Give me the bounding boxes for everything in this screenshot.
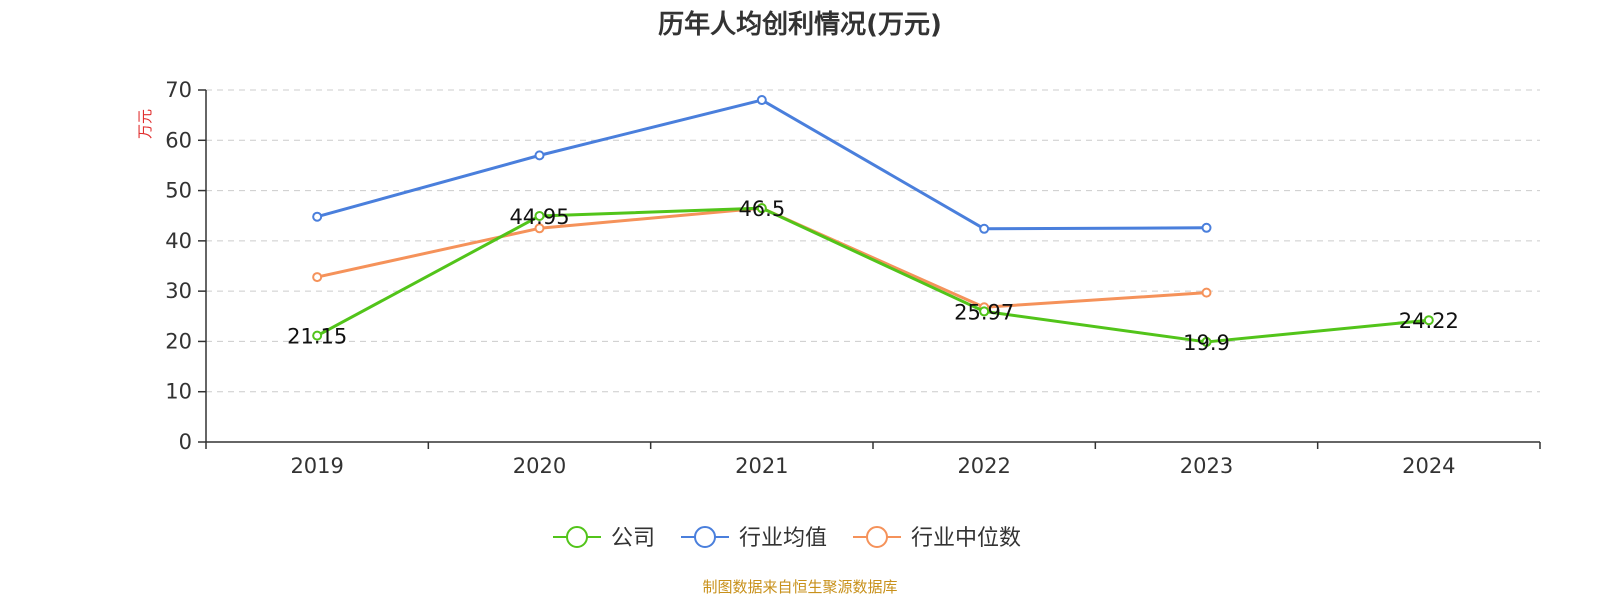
legend-item[interactable]: 行业均值 (681, 526, 827, 551)
x-tick-label: 2020 (513, 454, 566, 478)
x-tick-label: 2021 (735, 454, 788, 478)
x-tick-label: 2022 (957, 454, 1010, 478)
data-point[interactable] (1423, 315, 1434, 326)
data-label: 24.22 (1399, 309, 1459, 333)
x-tick-label: 2023 (1180, 454, 1233, 478)
data-point[interactable] (756, 203, 767, 214)
series-line (316, 206, 1207, 309)
axes: 0 10 20 30 40 50 60 70 2019 2020 2021 2022 2023 2024 (165, 78, 1541, 478)
y-tick-label: 60 (165, 128, 192, 152)
data-point[interactable] (979, 223, 990, 234)
data-label: 44.95 (509, 205, 569, 229)
chart-title: 历年人均创利情况(万元) (658, 9, 942, 40)
data-point[interactable] (534, 150, 545, 161)
y-tick-label: 40 (165, 229, 192, 253)
data-point[interactable] (756, 95, 767, 106)
data-point[interactable] (534, 210, 545, 221)
data-point[interactable] (312, 272, 323, 283)
data-point[interactable] (534, 223, 545, 234)
series-line (316, 206, 1429, 344)
x-tick-label: 2019 (290, 454, 343, 478)
data-point[interactable] (1201, 336, 1212, 347)
data-point[interactable] (1201, 287, 1212, 298)
data-label: 46.5 (738, 197, 785, 221)
legend-marker (866, 526, 888, 548)
legend-label: 行业均值 (739, 526, 827, 551)
legend-label: 公司 (611, 526, 655, 551)
legend-label: 行业中位数 (911, 526, 1021, 551)
legend-item[interactable]: 公司 (553, 526, 655, 551)
y-tick-label: 0 (179, 430, 192, 454)
data-label: 25.97 (954, 300, 1014, 324)
legend-marker (694, 526, 716, 548)
series-group (312, 95, 1434, 347)
y-tick-label: 50 (165, 179, 192, 203)
legend[interactable]: 公司 行业均值 行业中位数 (553, 526, 1021, 551)
data-point[interactable] (979, 306, 990, 317)
series-0 (312, 203, 1434, 347)
x-tick-label: 2024 (1402, 454, 1455, 478)
grid-lines (206, 89, 1540, 393)
y-tick-label: 20 (165, 329, 192, 353)
data-label: 21.15 (287, 325, 347, 349)
y-axis-label: 万元 (136, 109, 154, 139)
y-tick-label: 70 (165, 78, 192, 102)
data-point[interactable] (312, 211, 323, 222)
y-tick-label: 30 (165, 279, 192, 303)
series-1 (312, 95, 1212, 234)
legend-item[interactable]: 行业中位数 (853, 526, 1021, 551)
y-tick-label: 10 (165, 380, 192, 404)
legend-marker (566, 526, 588, 548)
data-labels: 21.15 44.95 46.5 25.97 19.9 24.22 (287, 197, 1459, 355)
data-point[interactable] (1201, 222, 1212, 233)
source-note: 制图数据来自恒生聚源数据库 (702, 578, 897, 596)
data-point[interactable] (312, 330, 323, 341)
data-label: 19.9 (1183, 331, 1230, 355)
